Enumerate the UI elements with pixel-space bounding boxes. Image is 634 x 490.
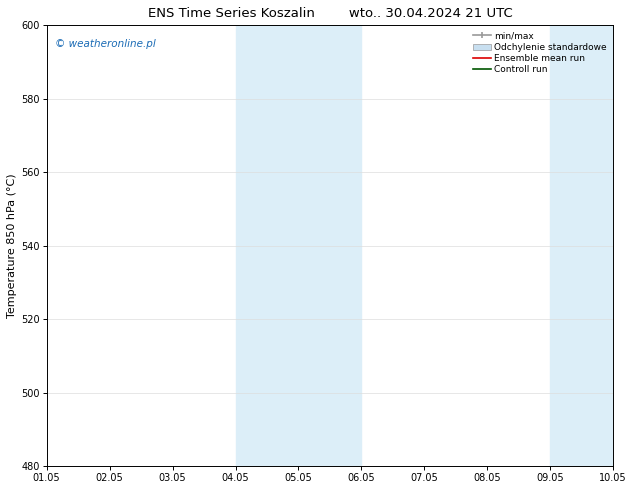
Legend: min/max, Odchylenie standardowe, Ensemble mean run, Controll run: min/max, Odchylenie standardowe, Ensembl… (471, 30, 609, 76)
Text: © weatheronline.pl: © weatheronline.pl (55, 39, 156, 49)
Y-axis label: Temperature 850 hPa (°C): Temperature 850 hPa (°C) (7, 173, 17, 318)
Title: ENS Time Series Koszalin        wto.. 30.04.2024 21 UTC: ENS Time Series Koszalin wto.. 30.04.202… (148, 7, 512, 20)
Bar (236, 25, 361, 466)
Bar (550, 25, 613, 466)
